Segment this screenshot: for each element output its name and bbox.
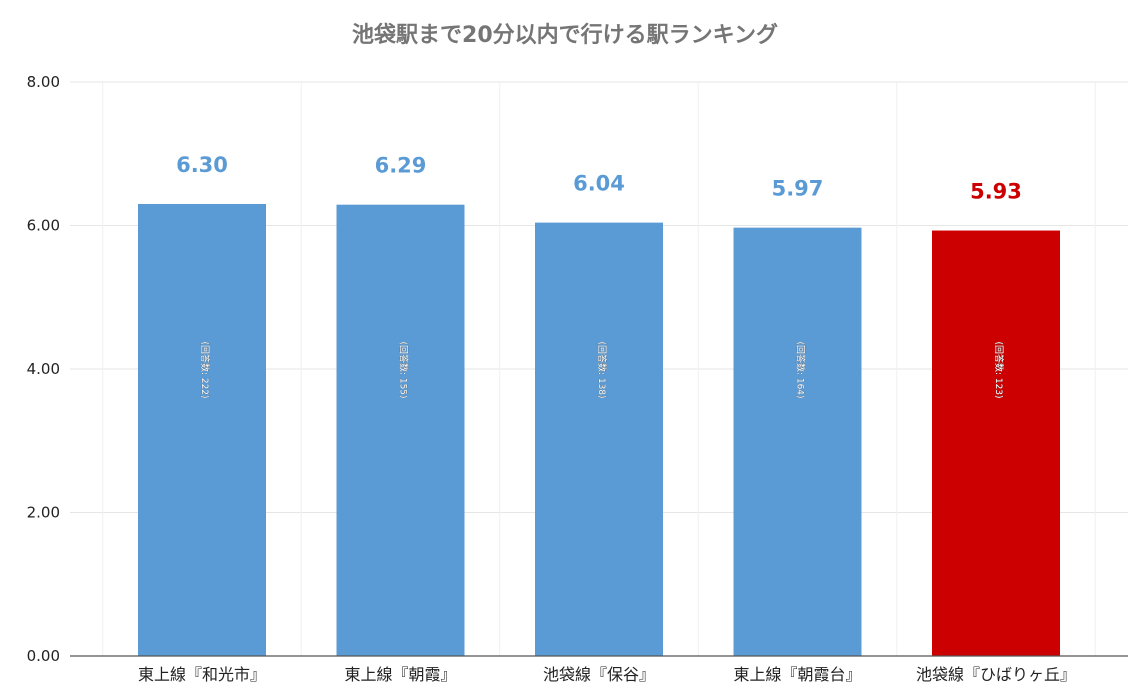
- bar: [535, 222, 663, 656]
- axes: 0.00 2.00 4.00 6.00 8.00 東上線『和光市』 東上線『朝霞』 池袋線『保…: [27, 73, 1128, 684]
- bar-value-label: 5.97: [772, 177, 824, 201]
- value-labels: 6.30 (回答数: 222) 6.29 (回答数: 155) 6.04 (回答数: 13…: [176, 153, 1022, 399]
- bar: [336, 204, 465, 656]
- bar-inner-label: (回答数: 123): [993, 341, 1005, 398]
- y-tick-label: 8.00: [27, 73, 60, 91]
- chart-title: 池袋駅まで20分以内で行ける駅ランキング: [352, 22, 778, 48]
- y-tick-label: 2.00: [27, 504, 60, 522]
- y-tick-label: 0.00: [27, 647, 60, 665]
- y-tick-label: 4.00: [27, 360, 60, 378]
- bar-value-label: 6.29: [375, 154, 427, 178]
- bar: [932, 230, 1060, 656]
- bar-value-label: 6.04: [573, 172, 625, 196]
- bar-inner-label: (回答数: 138): [596, 341, 608, 398]
- bar-value-label: 5.93: [970, 180, 1022, 204]
- bar: [733, 227, 862, 656]
- bar-inner-label: (回答数: 155): [398, 341, 410, 398]
- x-category-label: 池袋線『保谷』: [543, 665, 655, 684]
- y-tick-label: 6.00: [27, 217, 60, 235]
- bars: [138, 203, 1060, 656]
- bar-inner-label: (回答数: 222): [199, 341, 211, 398]
- x-category-label: 東上線『朝霞』: [344, 665, 456, 684]
- x-category-label: 池袋線『ひばりヶ丘』: [916, 665, 1076, 684]
- x-category-label: 東上線『和光市』: [138, 665, 266, 684]
- x-category-label: 東上線『朝霞台』: [733, 665, 861, 684]
- bar-inner-label: (回答数: 164): [795, 341, 807, 398]
- bar: [138, 203, 266, 656]
- bar-value-label: 6.30: [176, 153, 228, 177]
